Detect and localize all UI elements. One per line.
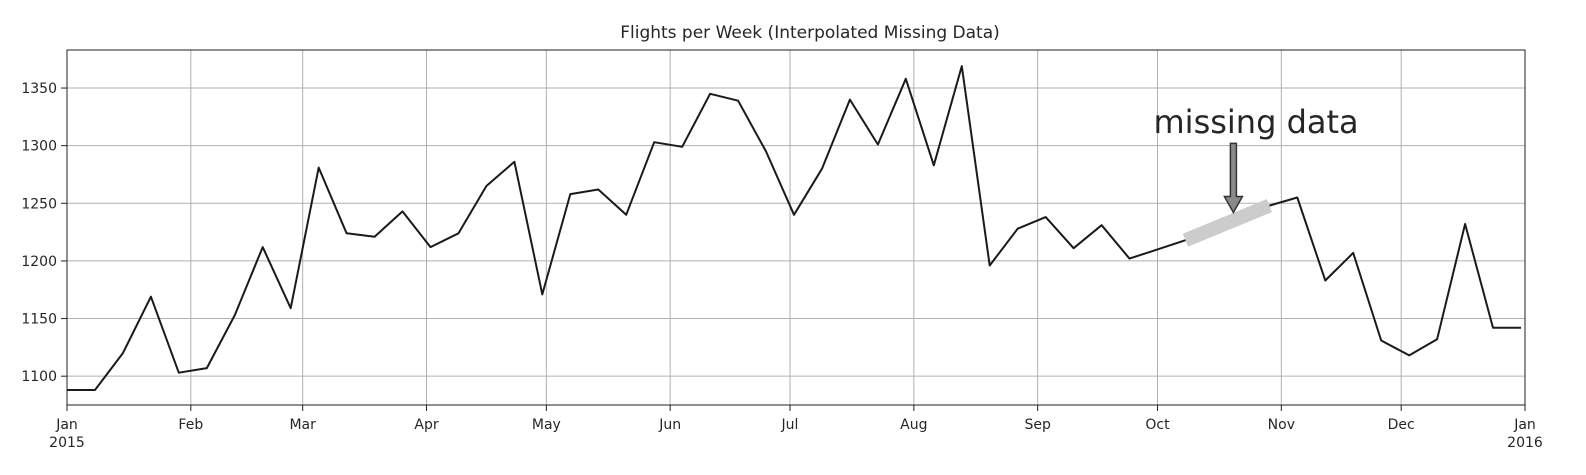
- y-tick-label: 1200: [21, 254, 57, 270]
- chart-title: Flights per Week (Interpolated Missing D…: [620, 23, 1000, 43]
- series-layer: [67, 65, 1521, 391]
- y-tick-label: 1100: [21, 369, 57, 385]
- annotation-arrow: [1223, 142, 1244, 215]
- x-tick-year-label: 2015: [49, 435, 85, 451]
- series-line-2: [1269, 196, 1521, 357]
- x-tick-label: Sep: [1024, 417, 1051, 433]
- x-tick-label: Jul: [781, 417, 799, 433]
- x-tick-label: Oct: [1145, 417, 1170, 433]
- interpolated-segment: [1182, 199, 1273, 247]
- annotation-text: missing data: [1154, 103, 1359, 141]
- y-tick-label: 1250: [21, 196, 57, 212]
- x-tick-label: Jun: [658, 417, 681, 433]
- x-tick-label: Nov: [1268, 417, 1295, 433]
- x-tick-year-label: 2016: [1507, 435, 1543, 451]
- x-tick-label: Mar: [289, 417, 316, 433]
- x-tick-label: Feb: [178, 417, 203, 433]
- axis-ticks: Jan 2015 Feb Mar Apr May Jun Jul Aug Sep Oct Nov Dec…: [21, 81, 1543, 451]
- x-tick-label: Jan: [1513, 417, 1536, 433]
- plot-frame: [66, 49, 1526, 406]
- x-tick-label: May: [532, 417, 561, 433]
- x-tick-label: Jan: [55, 417, 78, 433]
- x-tick-label: Apr: [414, 417, 438, 433]
- series-line-1: [67, 65, 1186, 391]
- x-tick-label: Dec: [1388, 417, 1415, 433]
- x-tick-label: Aug: [900, 417, 927, 433]
- y-tick-label: 1150: [21, 312, 57, 328]
- annotation-layer: missing data: [1154, 103, 1359, 215]
- y-tick-label: 1350: [21, 81, 57, 97]
- y-tick-label: 1300: [21, 139, 57, 155]
